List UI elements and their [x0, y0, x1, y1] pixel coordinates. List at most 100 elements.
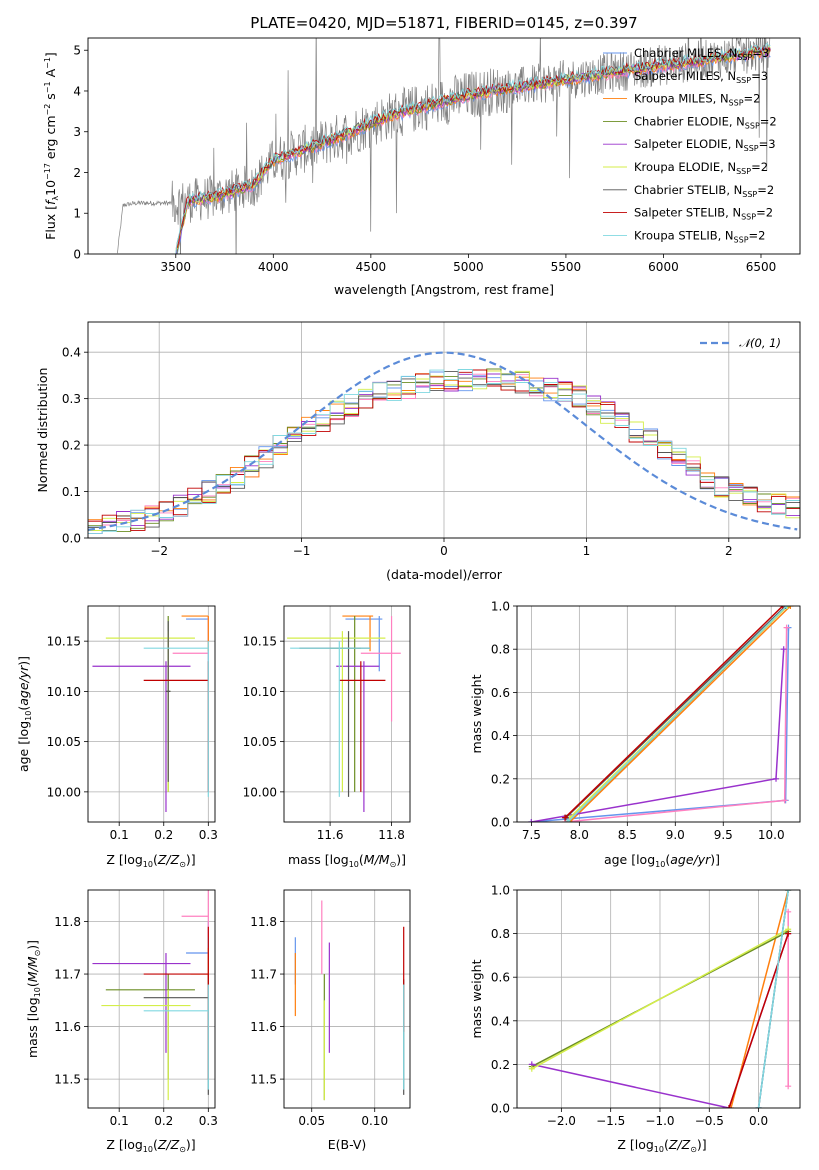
legend-entry-normal: 𝒩(0, 1)	[739, 336, 781, 350]
axes-frame	[87, 321, 801, 539]
mass-weight-marker-1-1	[785, 908, 792, 915]
x-tick-label: 2	[725, 544, 733, 558]
axes-frame	[87, 605, 216, 823]
axes-age_vs_Z: 0.1 0.2 0.3 10.00 10.05 10.10 10.15 Z [log10(Z/…	[16, 605, 218, 869]
x-tick-label: 6500	[746, 260, 777, 274]
x-tick-label: −2	[150, 544, 168, 558]
legend-entry-5: Kroupa ELODIE, NSSP=2	[634, 160, 768, 176]
plot-area	[528, 606, 794, 822]
y-tick-label: 0.2	[491, 772, 510, 786]
legend-entry-8: Kroupa STELIB, NSSP=2	[634, 228, 765, 244]
y-axis-label-mass-vs-Z: mass [log10(M/M⊙)]	[25, 940, 42, 1058]
x-tick-label: 0.3	[199, 828, 218, 842]
x-tick-label: −0.5	[695, 1114, 724, 1128]
legend-entry-2: Kroupa MILES, NSSP=2	[634, 92, 760, 108]
histogram-8	[88, 369, 800, 534]
x-tick-label: 7.5	[522, 828, 541, 842]
mass-weight-marker-2-0	[727, 1105, 734, 1108]
histogram-6	[88, 371, 800, 528]
x-axis-label-residuals: (data-model)/error	[386, 567, 503, 582]
legend-residuals: 𝒩(0, 1)	[700, 336, 781, 350]
mass-weight-marker-2-1	[787, 606, 794, 609]
x-tick-label: 11.8	[378, 828, 405, 842]
axes-frame	[87, 889, 216, 1109]
y-tick-label: 10.15	[47, 635, 81, 649]
y-tick-label: 0.8	[491, 927, 510, 941]
x-tick-label: 6000	[648, 260, 679, 274]
y-tick-label: 0.2	[62, 439, 81, 453]
y-tick-label: 10.10	[47, 685, 81, 699]
y-tick-label: 1.0	[491, 884, 510, 898]
y-tick-label: 10.10	[243, 685, 277, 699]
axes-mass_weight_vs_age: 7.5 8.0 8.5 9.0 9.5 10.0 0.0 0.2 0.4 0.6 0.8 1.0 age…	[469, 600, 801, 869]
mass-weight-marker-1-0	[785, 1083, 792, 1090]
y-tick-label: 5	[73, 44, 81, 58]
x-tick-label: 0.1	[110, 1114, 129, 1128]
x-tick-label: −1	[293, 544, 311, 558]
y-tick-label: 0.0	[491, 1102, 510, 1116]
mass-weight-line-8	[757, 890, 789, 1108]
y-tick-label: 0	[73, 248, 81, 262]
y-tick-label: 0.6	[491, 686, 510, 700]
axes-frame	[516, 889, 801, 1109]
model-line-0	[176, 51, 771, 254]
grid-lines	[284, 890, 410, 1108]
mass-weight-line-2	[569, 606, 791, 822]
y-tick-label: 11.6	[54, 1020, 81, 1034]
plot-area	[528, 890, 792, 1108]
y-tick-label: 10.15	[243, 635, 277, 649]
legend-entry-0: Chabrier MILES, NSSP=3	[634, 46, 769, 62]
legend-entry-7: Salpeter STELIB, NSSP=2	[634, 206, 773, 222]
mass-weight-marker-7-0	[726, 1105, 733, 1108]
axes-mass_vs_ebv: 0.05 0.10 11.5 11.6 11.7 11.8 E(B-V)	[250, 889, 411, 1152]
y-tick-label: 0.6	[491, 971, 510, 985]
legend-spectrum: Chabrier MILES, NSSP=3 Salpeter MILES, NS…	[603, 46, 777, 244]
y-tick-label: 11.6	[250, 1020, 277, 1034]
mass-weight-marker-4-0	[528, 819, 535, 822]
x-tick-label: 5000	[453, 260, 484, 274]
histogram-7	[88, 369, 800, 531]
legend-entry-4: Salpeter ELODIE, NSSP=3	[634, 137, 776, 153]
mass-weight-marker-8-1	[783, 606, 790, 609]
x-tick-label: 11.6	[317, 828, 344, 842]
x-tick-label: 0.1	[110, 828, 129, 842]
model-line-8	[175, 42, 771, 254]
y-tick-label: 0.0	[62, 532, 81, 546]
model-line-2	[175, 49, 771, 253]
axes-age_vs_mass: 11.6 11.8 10.00 10.05 10.10 10.15 mass [log10(…	[243, 605, 411, 869]
x-tick-label: 9.5	[714, 828, 733, 842]
mass-weight-line-7	[564, 606, 784, 819]
y-tick-label: 0.4	[491, 729, 510, 743]
mass-weight-marker-7-1	[779, 606, 786, 609]
x-tick-label: 8.0	[570, 828, 589, 842]
x-axis-label-mw-vs-age: age [log10(age/yr)]	[604, 852, 720, 869]
x-tick-label: 0.2	[154, 1114, 173, 1128]
x-tick-label: 9.0	[666, 828, 685, 842]
x-tick-label: 0.10	[361, 1114, 388, 1128]
y-axis-label-residuals: Normed distribution	[35, 368, 50, 493]
x-tick-label: 0.05	[298, 1114, 325, 1128]
x-axis-label-mass-vs-ebv: E(B-V)	[328, 1137, 367, 1152]
x-tick-label: 3500	[161, 260, 192, 274]
mass-weight-line-2	[730, 890, 789, 1108]
legend-entry-1: Salpeter MILES, NSSP=3	[634, 69, 768, 85]
y-tick-label: 1.0	[491, 600, 510, 614]
plot-area	[88, 351, 800, 534]
x-tick-label: 4000	[258, 260, 289, 274]
y-tick-label: 0.4	[62, 346, 81, 360]
mass-weight-line-6	[565, 606, 787, 819]
axes-frame	[283, 889, 411, 1109]
y-tick-label: 10.05	[47, 735, 81, 749]
y-tick-label: 11.7	[250, 968, 277, 982]
mass-weight-marker-7-1	[785, 930, 792, 937]
mass-weight-marker-4-2	[780, 646, 787, 653]
y-tick-label: 0.2	[491, 1058, 510, 1072]
x-axis-label-age-vs-Z: Z [log10(Z/Z⊙)]	[106, 852, 195, 869]
y-tick-label: 0.0	[491, 816, 510, 830]
y-axis-label-spectrum: Flux [fλ10−17 erg cm−2 s−1 A−1]	[43, 52, 60, 240]
plot-area	[294, 900, 405, 1101]
x-tick-label: 1	[583, 544, 591, 558]
y-tick-label: 2	[73, 166, 81, 180]
